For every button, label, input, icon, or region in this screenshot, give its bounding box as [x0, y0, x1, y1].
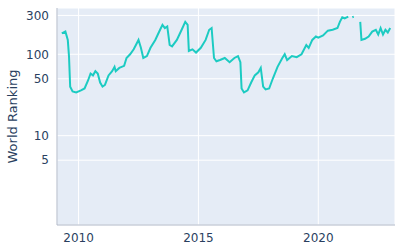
svg-text:300: 300 [26, 9, 49, 23]
svg-text:2015: 2015 [183, 231, 214, 245]
svg-text:World Ranking: World Ranking [8, 70, 20, 164]
svg-text:100: 100 [26, 48, 49, 62]
svg-text:2020: 2020 [303, 231, 334, 245]
svg-text:10: 10 [34, 129, 49, 143]
svg-text:5: 5 [41, 153, 49, 167]
svg-text:50: 50 [34, 72, 49, 86]
svg-text:2010: 2010 [63, 231, 94, 245]
